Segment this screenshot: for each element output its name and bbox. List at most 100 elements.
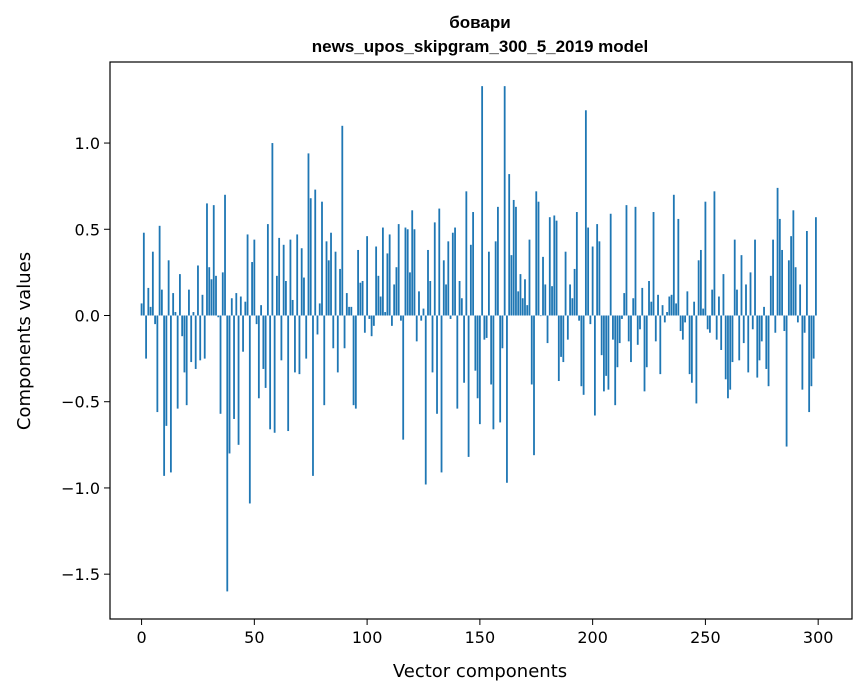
bar-229 [657,294,659,316]
bar-15 [174,312,177,316]
bar-299 [815,217,817,316]
bar-208 [609,213,612,316]
bar-169 [521,298,524,316]
bar-188 [564,251,567,316]
x-axis-ticks: 0 50 100 150 200 250 300 [136,619,833,647]
bar-182 [551,286,553,316]
bar-6 [154,315,157,325]
bar-154 [487,251,490,316]
bar-218 [632,298,635,316]
bar-103 [372,315,375,326]
bar-59 [273,315,276,433]
bar-275 [760,315,763,342]
bar-146 [469,244,472,316]
bar-222 [641,287,644,316]
bar-292 [799,284,802,316]
bar-57 [269,315,272,430]
x-axis-label: Vector components [393,661,567,682]
bar-27 [201,294,204,316]
bar-257 [720,315,723,350]
bar-40 [230,298,233,316]
bar-39 [228,315,231,454]
bar-62 [280,315,283,361]
bar-268 [745,284,747,316]
bar-205 [603,315,605,392]
bar-61 [278,237,281,316]
bar-284 [781,249,783,316]
bar-104 [375,246,378,316]
plot-area-frame [109,61,853,620]
bar-9 [160,289,163,316]
bar-71 [300,248,303,316]
bar-289 [792,210,795,316]
bar-194 [578,315,581,321]
bar-65 [287,315,290,432]
bar-265 [738,315,741,361]
bar-221 [639,315,641,330]
bar-258 [722,274,725,316]
bar-153 [485,315,488,338]
bar-293 [801,315,804,390]
bar-121 [413,229,416,316]
bar-81 [323,315,326,406]
bar-5 [151,251,154,316]
bar-298 [812,315,815,359]
bar-178 [542,256,544,316]
bar-197 [584,110,587,316]
bar-106 [379,296,382,316]
bar-250 [704,201,707,316]
bar-97 [359,282,362,316]
bar-176 [537,201,540,316]
bar-120 [411,210,414,316]
bar-280 [772,239,774,316]
bar-147 [472,212,475,316]
bar-184 [555,220,558,316]
bar-277 [765,315,768,369]
bar-63 [282,244,285,316]
bar-109 [386,253,389,316]
bar-112 [393,284,396,316]
bar-91 [345,293,348,316]
bar-206 [605,315,608,376]
bar-30 [208,267,211,316]
bar-200 [591,246,594,316]
bar-291 [796,315,799,323]
bar-187 [562,315,565,363]
x-tick-label: 50 [244,628,264,647]
bar-264 [736,289,738,316]
bar-211 [616,315,619,368]
bar-84 [330,232,332,316]
bar-231 [661,305,664,316]
bar-23 [192,312,195,316]
bar-189 [566,315,569,340]
bar-75 [309,198,312,316]
bar-108 [384,312,387,316]
bar-92 [348,306,350,316]
bar-181 [548,217,551,316]
bar-16 [176,315,179,409]
bar-141 [458,281,461,316]
bar-213 [621,315,623,319]
bar-239 [679,315,682,332]
bar-88 [339,268,341,316]
bar-276 [763,306,765,316]
bar-52 [257,315,260,399]
bar-259 [724,315,727,380]
bar-119 [409,272,411,316]
bar-48 [248,315,251,504]
bar-101 [368,315,371,319]
y-tick-label: 1.0 [75,134,100,153]
bar-210 [614,315,617,406]
bar-288 [790,236,793,316]
bar-7 [156,315,159,413]
bar-60 [275,275,278,316]
bar-25 [197,265,199,316]
bar-54 [262,315,265,369]
bar-33 [215,275,217,316]
bar-122 [415,315,418,342]
bar-151 [481,86,484,316]
bar-240 [681,315,684,340]
bar-66 [289,239,292,316]
bar-22 [190,315,193,363]
bar-159 [499,315,502,423]
